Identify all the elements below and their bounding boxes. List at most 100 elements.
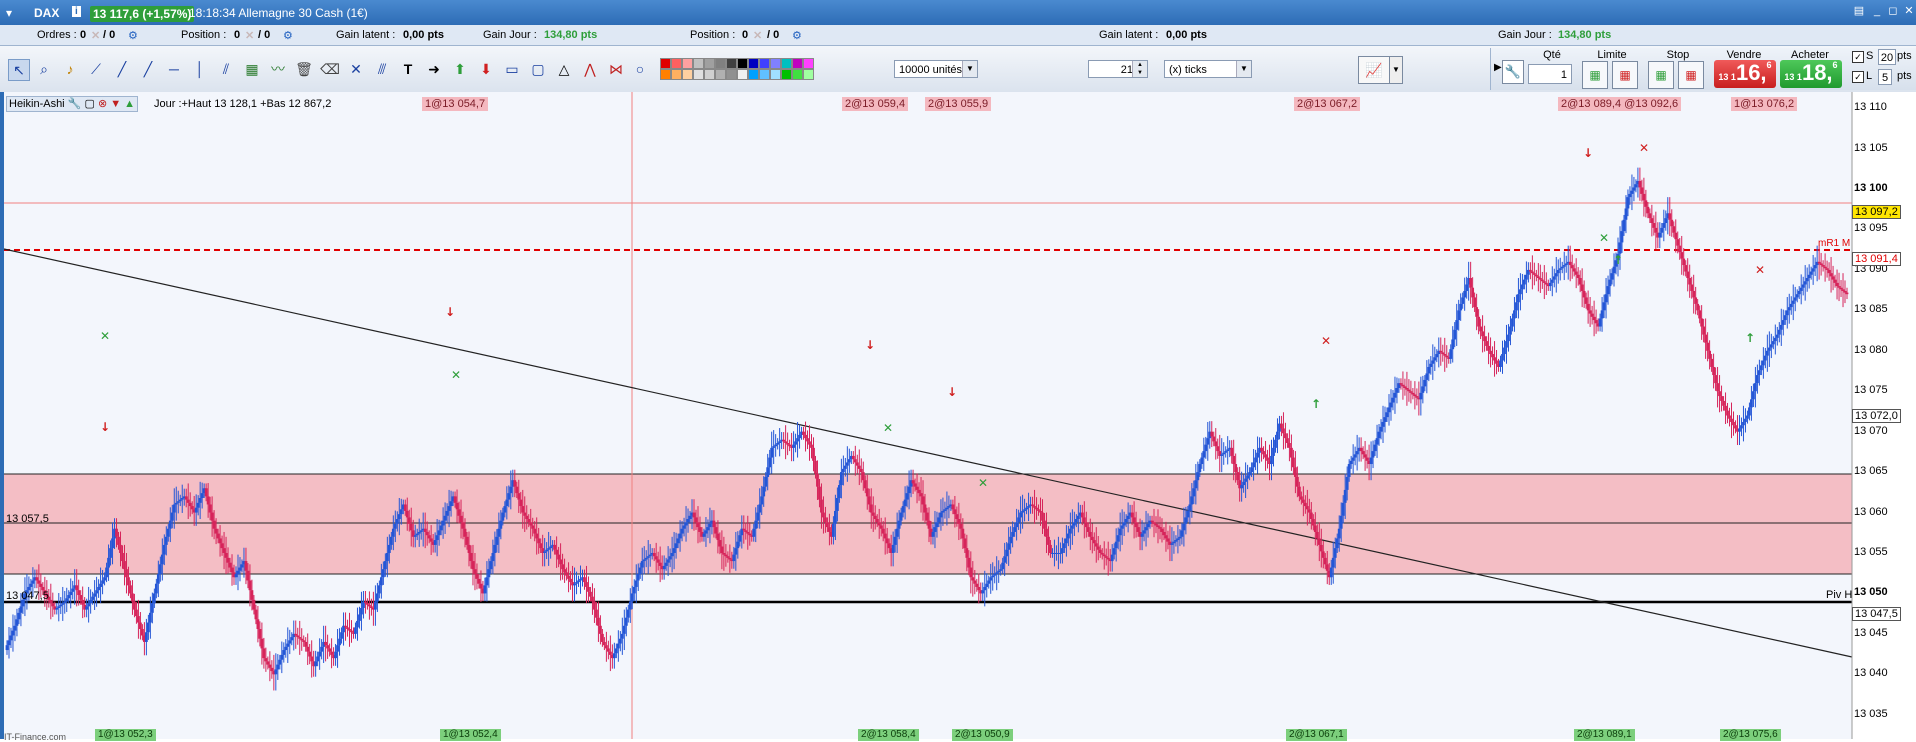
position2-close-icon[interactable]: ✕ <box>753 30 763 42</box>
sell-button[interactable]: 13 116,6 <box>1714 60 1776 88</box>
color-swatch[interactable] <box>803 69 814 80</box>
trade-label-bottom[interactable]: 2@13 058,4 <box>858 729 919 741</box>
arrow-down-icon[interactable]: ▼ <box>110 98 122 110</box>
trade-label-bottom[interactable]: 2@13 089,1 <box>1574 729 1635 741</box>
price-chart[interactable]: ✕ ↓ ✕ ↓ ↓ ✕ ↓ ✕ ↑ ✕ ↓ ✕ ↑ ✕ ↑ ✕ Heikin-Ashi 🔧 ▢ ⊗ ▼ ▲ J… <box>0 92 1916 742</box>
wave-icon[interactable]: 〰 <box>271 61 285 77</box>
color-swatch[interactable] <box>792 58 803 69</box>
limit-checkbox[interactable]: ✓ <box>1852 71 1864 83</box>
limit-points-input[interactable]: 5 <box>1878 69 1892 85</box>
color-swatch[interactable] <box>781 69 792 80</box>
stop-buy-button[interactable]: ▦ <box>1648 61 1674 89</box>
color-swatch[interactable] <box>792 69 803 80</box>
chart-type-label[interactable]: Heikin-Ashi 🔧 ▢ ⊗ ▼ ▲ <box>6 96 139 112</box>
text-icon[interactable]: T <box>403 61 413 77</box>
position-info-icon[interactable]: ⚙ <box>283 30 293 42</box>
stop-sell-button[interactable]: ▦ <box>1678 61 1704 89</box>
color-swatch[interactable] <box>737 69 748 80</box>
trade-label-bottom[interactable]: 1@13 052,3 <box>95 729 156 741</box>
color-swatch[interactable] <box>748 58 759 69</box>
trade-label-bottom[interactable]: 2@13 067,1 <box>1286 729 1347 741</box>
qty-input[interactable]: 1 <box>1528 64 1572 84</box>
cross-lines-icon[interactable]: ✕ <box>350 61 362 77</box>
color-swatch[interactable] <box>682 69 693 80</box>
color-swatch[interactable] <box>693 69 704 80</box>
position2-info-icon[interactable]: ⚙ <box>792 30 802 42</box>
wrench-icon[interactable]: 🔧 <box>67 98 82 110</box>
color-swatch[interactable] <box>726 69 737 80</box>
orders-cancel-icon[interactable]: ✕ <box>91 30 101 42</box>
line-icon[interactable]: ╱ <box>143 61 153 77</box>
buy-button[interactable]: 13 118,6 <box>1780 60 1842 88</box>
color-swatch[interactable] <box>671 58 682 69</box>
pattern-icon[interactable]: ⋈ <box>609 61 623 77</box>
color-swatch[interactable] <box>660 58 671 69</box>
window-icon[interactable]: ▢ <box>84 98 95 110</box>
trade-label-top[interactable]: 2@13 067,2 <box>1294 97 1361 111</box>
color-swatch[interactable] <box>682 58 693 69</box>
close-icon[interactable]: ✕ <box>1904 5 1914 17</box>
info-icon[interactable]: i <box>72 6 81 17</box>
trade-label-top[interactable]: 1@13 076,2 <box>1731 97 1798 111</box>
trade-label-top[interactable]: 2@13 089,4 @13 092,6 <box>1558 97 1682 111</box>
stop-checkbox[interactable]: ✓ <box>1852 51 1864 63</box>
color-swatch[interactable] <box>759 58 770 69</box>
close-chart-icon[interactable]: ⊗ <box>97 98 108 110</box>
trend-icon[interactable]: ⋀ <box>584 61 596 77</box>
stop-points-input[interactable]: 20 <box>1878 49 1896 65</box>
color-swatch[interactable] <box>803 58 814 69</box>
limit-sell-button[interactable]: ▦ <box>1612 61 1638 89</box>
ticks-unit-select[interactable]: (x) ticks ▼ <box>1164 60 1252 78</box>
delete-icon[interactable]: 🗑 <box>295 61 313 77</box>
arrow-right-icon[interactable]: ➜ <box>428 61 440 77</box>
color-swatch[interactable] <box>704 69 715 80</box>
maximize-icon[interactable]: ◻ <box>1888 5 1898 17</box>
triangle-icon[interactable]: △ <box>558 61 570 77</box>
chevron-down-icon[interactable]: ▼ <box>1236 61 1251 77</box>
eraser-icon[interactable]: ⌫ <box>320 61 340 77</box>
chart-settings-icon[interactable]: 📈 <box>1358 56 1390 84</box>
zoom-icon[interactable]: ⌕ <box>40 61 48 77</box>
color-swatch[interactable] <box>781 58 792 69</box>
trade-label-bottom[interactable]: 1@13 052,4 <box>440 729 501 741</box>
color-swatch[interactable] <box>737 58 748 69</box>
ticks-input[interactable]: 21 ▲ ▼ <box>1088 60 1148 78</box>
color-swatch[interactable] <box>770 58 781 69</box>
restore-list-icon[interactable]: ▤ <box>1853 5 1865 17</box>
trade-label-top[interactable]: 2@13 055,9 <box>925 97 992 111</box>
color-swatch[interactable] <box>715 58 726 69</box>
color-swatch[interactable] <box>726 58 737 69</box>
color-swatch[interactable] <box>693 58 704 69</box>
panel-collapse-icon[interactable]: ▶ <box>1494 62 1502 73</box>
chevron-down-icon[interactable]: ▼ <box>962 61 977 77</box>
app-menu-icon[interactable]: ▾ <box>6 6 13 20</box>
ellipse-rect-icon[interactable]: ▢ <box>531 61 545 77</box>
color-swatch[interactable] <box>748 69 759 80</box>
channel-icon[interactable]: ⫽ <box>222 61 230 77</box>
chart-canvas[interactable]: ✕ ↓ ✕ ↓ ↓ ✕ ↓ ✕ ↑ ✕ ↓ ✕ ↑ ✕ ↑ ✕ <box>0 92 1916 739</box>
stepper-icon[interactable]: ▲ ▼ <box>1132 61 1147 77</box>
color-swatch[interactable] <box>660 69 671 80</box>
color-swatch[interactable] <box>671 69 682 80</box>
chart-settings-chevron-icon[interactable]: ▼ <box>1389 56 1403 84</box>
trade-label-bottom[interactable]: 2@13 050,9 <box>952 729 1013 741</box>
circle-icon[interactable]: ○ <box>635 61 645 77</box>
color-swatch[interactable] <box>770 69 781 80</box>
orders-info-icon[interactable]: ⚙ <box>128 30 138 42</box>
rectangle-icon[interactable]: ▭ <box>505 61 519 77</box>
ruler-icon[interactable]: ⟋ <box>91 61 101 77</box>
position-close-icon[interactable]: ✕ <box>245 30 255 42</box>
trade-label-top[interactable]: 1@13 054,7 <box>422 97 489 111</box>
cursor-icon[interactable]: ↖ <box>8 59 30 81</box>
limit-buy-button[interactable]: ▦ <box>1582 61 1608 89</box>
segment-icon[interactable]: ╱ <box>117 61 127 77</box>
alert-bell-icon[interactable]: ♪ <box>66 61 74 77</box>
trade-label-bottom[interactable]: 2@13 075,6 <box>1720 729 1781 741</box>
arrow-down-icon[interactable]: ⬇ <box>480 61 492 77</box>
color-swatch[interactable] <box>715 69 726 80</box>
horizontal-line-icon[interactable]: ─ <box>169 61 179 77</box>
color-swatch[interactable] <box>759 69 770 80</box>
minimize-icon[interactable]: _ <box>1873 5 1881 17</box>
color-swatch[interactable] <box>704 58 715 69</box>
arrow-up-icon[interactable]: ▲ <box>124 98 136 110</box>
